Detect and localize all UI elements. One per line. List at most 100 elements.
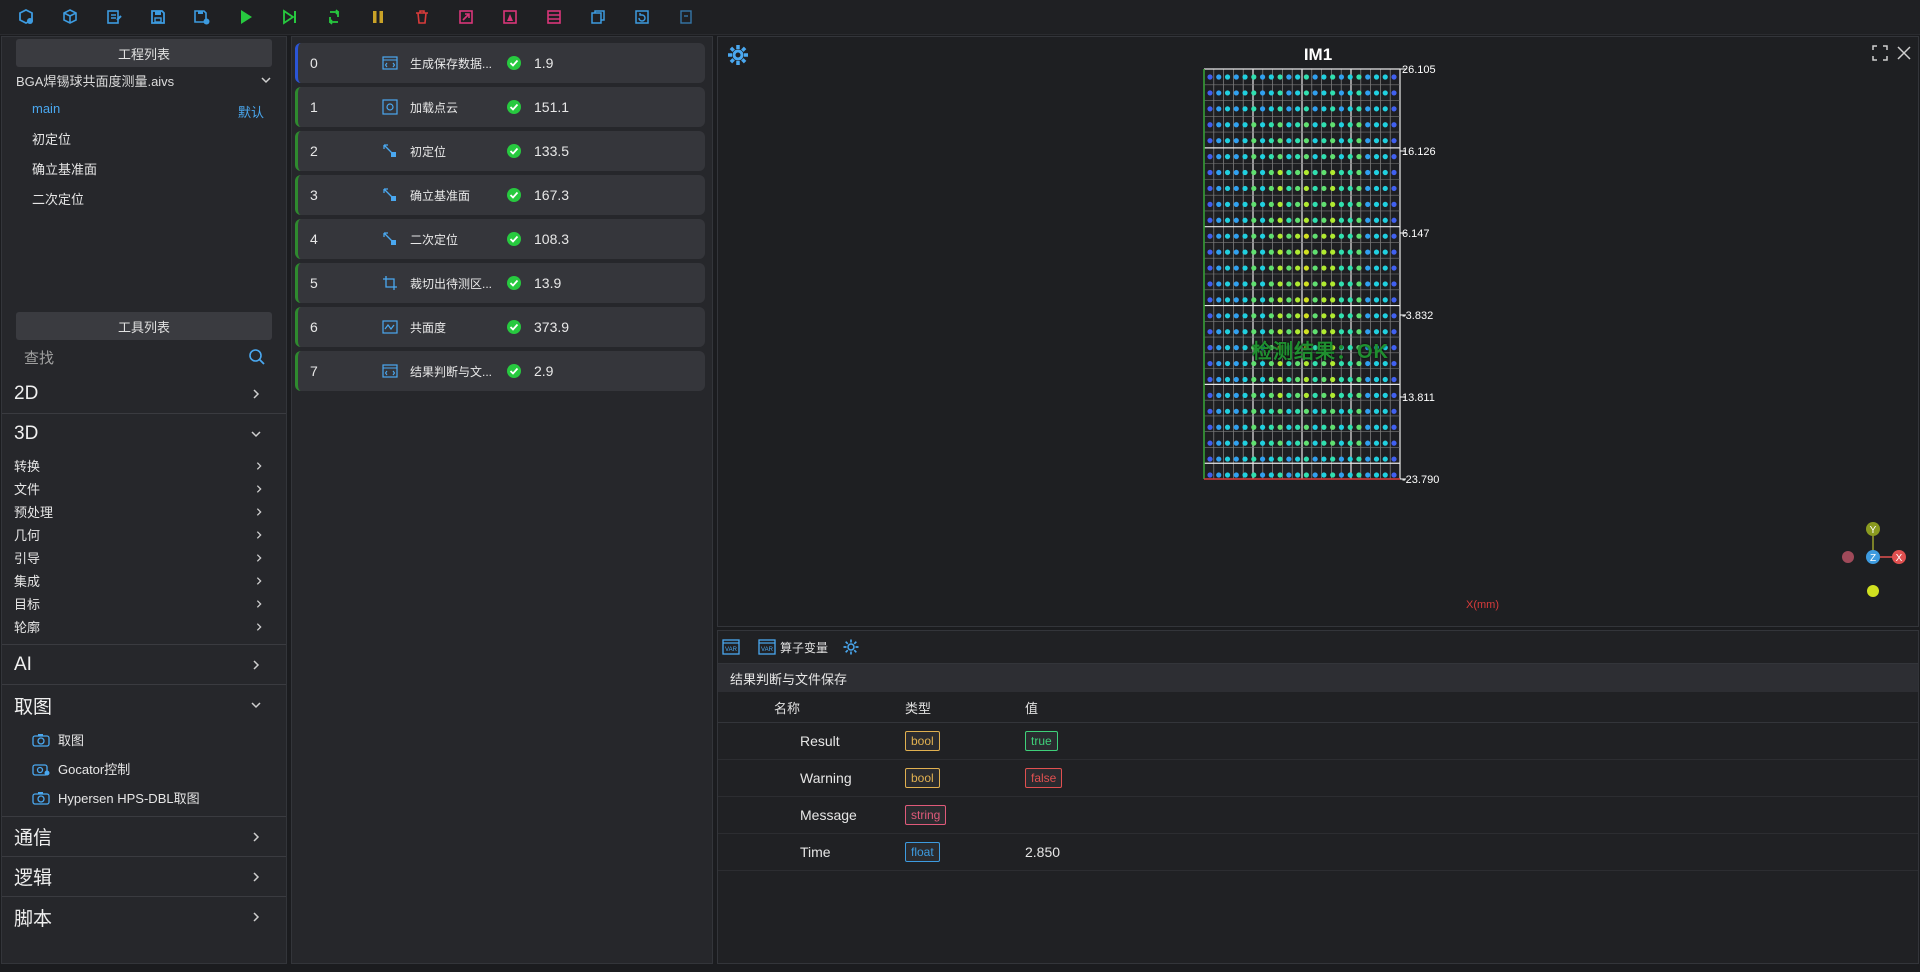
image-viewer[interactable]: IM1 26.105 16.126 6.147 -3.832 13.811 -23.790… bbox=[717, 36, 1919, 627]
step-index: 6 bbox=[310, 319, 318, 335]
flow-step[interactable]: 7 结果判断与文... 2.9 bbox=[295, 351, 705, 391]
category-script[interactable]: 脚本 bbox=[2, 897, 286, 937]
category-ai[interactable]: AI bbox=[2, 645, 286, 685]
solder-ball-point bbox=[1365, 456, 1371, 462]
solder-ball-point bbox=[1347, 201, 1353, 207]
run-step-icon bbox=[283, 9, 296, 25]
open-3d-button[interactable] bbox=[54, 2, 86, 32]
solder-ball-point bbox=[1233, 456, 1239, 462]
project-file-row[interactable]: BGA焊锡球共面度测量.aivs bbox=[2, 67, 286, 93]
axis-gizmo[interactable]: Y X Z bbox=[1818, 517, 1918, 607]
solder-ball-point bbox=[1207, 185, 1213, 192]
variable-row[interactable]: Message string bbox=[718, 797, 1918, 834]
project-item-initial-position[interactable]: 初定位 bbox=[2, 123, 286, 153]
solder-ball-point bbox=[1224, 345, 1231, 351]
save-as-button[interactable] bbox=[186, 2, 218, 32]
solder-ball-point bbox=[1373, 313, 1380, 319]
tool-capture[interactable]: 取图 bbox=[2, 725, 286, 754]
flow-step[interactable]: 4 二次定位 108.3 bbox=[295, 219, 705, 259]
project-item-label: 确立基准面 bbox=[32, 161, 98, 177]
flow-step[interactable]: 2 初定位 133.5 bbox=[295, 131, 705, 171]
solder-ball-point bbox=[1347, 297, 1353, 303]
tool-group-label: 文件 bbox=[14, 482, 41, 497]
solder-ball-point bbox=[1330, 456, 1336, 462]
camera-icon bbox=[32, 733, 50, 747]
solder-ball-point bbox=[1356, 456, 1362, 462]
solder-ball-point bbox=[1233, 265, 1239, 271]
category-capture[interactable]: 取图 bbox=[2, 685, 286, 725]
tool-group-target[interactable]: 目标 bbox=[2, 592, 286, 615]
run-button[interactable] bbox=[230, 2, 262, 32]
tool-group-contour[interactable]: 轮廓 bbox=[2, 615, 286, 638]
search-icon[interactable] bbox=[248, 348, 266, 366]
delete-button[interactable] bbox=[406, 2, 438, 32]
flow-step[interactable]: 6 共面度 373.9 bbox=[295, 307, 705, 347]
copy-button[interactable] bbox=[582, 2, 614, 32]
tab-variable-settings[interactable] bbox=[842, 638, 864, 656]
tab-operator-variables[interactable]: VAR 算子变量 bbox=[758, 639, 828, 656]
tool-group-convert[interactable]: 转换 bbox=[2, 454, 286, 477]
locate-icon bbox=[383, 232, 396, 245]
run-step-button[interactable] bbox=[274, 2, 306, 32]
variable-name: Result bbox=[800, 733, 840, 749]
tool-group-integration[interactable]: 集成 bbox=[2, 569, 286, 592]
scale-label: 13.811 bbox=[1402, 392, 1435, 404]
variable-row[interactable]: Warning bool false bbox=[718, 760, 1918, 797]
solder-ball-point bbox=[1277, 297, 1283, 303]
tool-search-box[interactable]: 查找 bbox=[2, 340, 286, 374]
variable-row[interactable]: Time float 2.850 bbox=[718, 834, 1918, 871]
solder-ball-point bbox=[1251, 313, 1257, 319]
save-as-icon bbox=[194, 10, 210, 25]
category-logic[interactable]: 逻辑 bbox=[2, 857, 286, 897]
restore-button[interactable] bbox=[626, 2, 658, 32]
tool-gocator[interactable]: Gocator控制 bbox=[2, 754, 286, 783]
solder-ball-point bbox=[1286, 360, 1292, 367]
category-label: AI bbox=[14, 653, 32, 675]
category-2d[interactable]: 2D bbox=[2, 374, 286, 414]
export-button[interactable] bbox=[450, 2, 482, 32]
solder-ball-point bbox=[1321, 345, 1327, 351]
variable-row[interactable]: Result bool true bbox=[718, 723, 1918, 760]
tab-variables-icon-only[interactable]: VAR bbox=[722, 639, 744, 655]
new-project-button[interactable] bbox=[10, 2, 42, 32]
solder-ball-point bbox=[1303, 201, 1309, 207]
flow-step[interactable]: 0 生成保存数据... 1.9 bbox=[295, 43, 705, 83]
flow-step[interactable]: 5 裁切出待测区... 13.9 bbox=[295, 263, 705, 303]
project-item-base-plane[interactable]: 确立基准面 bbox=[2, 153, 286, 183]
solder-ball-point bbox=[1207, 217, 1213, 223]
tool-hypersen[interactable]: Hypersen HPS-DBL取图 bbox=[2, 783, 286, 812]
clear-button[interactable] bbox=[670, 2, 702, 32]
search-input[interactable]: 查找 bbox=[24, 349, 55, 367]
fullscreen-icon[interactable] bbox=[1872, 45, 1888, 61]
solder-ball-point bbox=[1303, 360, 1309, 367]
solder-ball-point bbox=[1277, 122, 1283, 128]
close-icon[interactable] bbox=[1896, 45, 1912, 61]
solder-ball-point bbox=[1312, 360, 1318, 367]
import-button[interactable] bbox=[494, 2, 526, 32]
point-cloud-canvas[interactable]: 26.105 16.126 6.147 -3.832 13.811 -23.790 bbox=[718, 37, 1918, 626]
solder-ball-point bbox=[1365, 345, 1371, 351]
solder-ball-point bbox=[1365, 408, 1371, 414]
tool-group-guide[interactable]: 引导 bbox=[2, 546, 286, 569]
solder-ball-point bbox=[1382, 297, 1388, 303]
tool-group-geometry[interactable]: 几何 bbox=[2, 523, 286, 546]
tool-group-preprocess[interactable]: 预处理 bbox=[2, 500, 286, 523]
category-communication[interactable]: 通信 bbox=[2, 817, 286, 857]
flow-step[interactable]: 1 加载点云 151.1 bbox=[295, 87, 705, 127]
edit-project-button[interactable] bbox=[98, 2, 130, 32]
table-button[interactable] bbox=[538, 2, 570, 32]
flow-step[interactable]: 3 确立基准面 167.3 bbox=[295, 175, 705, 215]
category-3d[interactable]: 3D bbox=[2, 414, 286, 454]
solder-ball-point bbox=[1233, 313, 1239, 319]
project-item-main[interactable]: main 默认 bbox=[2, 93, 286, 123]
gear-icon[interactable] bbox=[726, 43, 750, 67]
save-button[interactable] bbox=[142, 2, 174, 32]
pause-button[interactable] bbox=[362, 2, 394, 32]
solder-ball-point bbox=[1233, 169, 1239, 176]
loop-run-button[interactable] bbox=[318, 2, 350, 32]
project-item-second-position[interactable]: 二次定位 bbox=[2, 183, 286, 213]
tool-group-file[interactable]: 文件 bbox=[2, 477, 286, 500]
solder-ball-point bbox=[1277, 345, 1283, 351]
category-label: 脚本 bbox=[14, 908, 53, 930]
solder-ball-point bbox=[1233, 329, 1239, 335]
